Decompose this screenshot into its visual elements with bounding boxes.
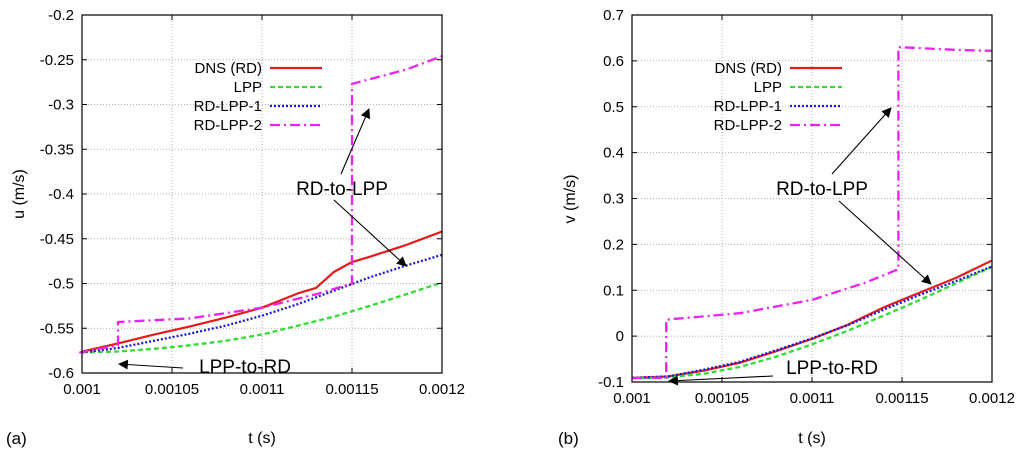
y-tick-label: 0	[616, 328, 624, 345]
y-tick-label: -0.2	[48, 7, 74, 24]
legend: DNS (RD) LPP RD-LPP-1 RD-LPP-2	[194, 60, 322, 134]
x-tick-label: 0.0011	[240, 381, 285, 398]
y-tick-label: -0.4	[48, 186, 74, 203]
x-tick-label: 0.0011	[790, 390, 835, 407]
legend-label: RD-LPP-2	[194, 117, 262, 134]
annotation-arrow	[118, 359, 184, 370]
annotation-rd-to-lpp: RD-to-LPP	[296, 108, 407, 267]
x-axis-label: t (s)	[248, 430, 276, 447]
series-line-2	[631, 265, 993, 380]
x-tick-label: 0.0012	[969, 390, 1015, 407]
x-tick-label: 0.00105	[695, 390, 749, 407]
annotation-label: LPP-to-RD	[199, 357, 291, 378]
series-line-2	[81, 281, 443, 354]
series-group	[79, 55, 443, 354]
series-line-3	[631, 265, 993, 380]
series-line-4	[632, 45, 993, 380]
panel-label: (a)	[6, 429, 27, 448]
y-tick-label: 0.6	[603, 53, 624, 70]
annotation-lpp-to-rd: LPP-to-RD	[668, 358, 878, 386]
legend: DNS (RD) LPP RD-LPP-1 RD-LPP-2	[714, 60, 842, 134]
legend-label: DNS (RD)	[195, 60, 263, 77]
annotation-arrow	[838, 200, 932, 285]
y-tick-label: -0.25	[40, 52, 74, 69]
annotation-arrow	[831, 107, 892, 175]
series-line-1	[81, 230, 443, 353]
y-tick-label: 0.1	[603, 282, 624, 299]
x-tick-label: 0.00115	[325, 381, 378, 398]
x-tick-label: 0.001	[613, 390, 651, 407]
x-tick-label: 0.0012	[419, 381, 465, 398]
y-tick-label: 0.4	[603, 145, 624, 162]
legend-label: RD-LPP-1	[714, 98, 782, 115]
y-tick-label: -0.3	[48, 97, 74, 114]
x-tick-label: 0.00105	[145, 381, 199, 398]
annotation-arrow	[333, 199, 407, 267]
tick-labels: -0.6 -0.55 -0.5 -0.45 -0.4 -0.35 -0.3 -0.25 -0.2…	[40, 7, 465, 398]
annotation-label: RD-to-LPP	[776, 179, 868, 200]
y-axis-label: u (m/s)	[11, 169, 28, 219]
y-axis-label: v (m/s)	[562, 175, 579, 224]
y-tick-label: -0.55	[40, 320, 74, 337]
annotation-label: LPP-to-RD	[786, 358, 878, 379]
y-tick-label: 0.2	[603, 236, 624, 253]
tick-labels: -0.1 0 0.1 0.2 0.3 0.4 0.5 0.6 0.7 0.001 0.00105 0.…	[598, 7, 1015, 407]
y-tick-label: -0.6	[48, 365, 74, 382]
grid	[81, 14, 443, 374]
legend-label: RD-LPP-2	[714, 117, 782, 134]
y-tick-label: -0.45	[40, 231, 74, 248]
y-tick-label: -0.1	[598, 374, 624, 391]
annotation-arrow	[668, 375, 774, 386]
legend-label: RD-LPP-1	[194, 98, 262, 115]
series-line-4	[79, 55, 443, 354]
legend-label: LPP	[234, 79, 262, 96]
annotation-label: RD-to-LPP	[296, 179, 388, 200]
y-tick-label: -0.35	[40, 141, 74, 158]
y-tick-label: 0.5	[603, 99, 624, 116]
annotation-lpp-to-rd: LPP-to-RD	[118, 357, 291, 378]
y-tick-label: 0.3	[603, 191, 624, 208]
legend-label: LPP	[754, 79, 782, 96]
x-tick-label: 0.001	[63, 381, 101, 398]
y-tick-label: 0.7	[603, 7, 624, 24]
panel-b: -0.1 0 0.1 0.2 0.3 0.4 0.5 0.6 0.7 0.001 0.00105 0.…	[558, 7, 1015, 448]
panel-label: (b)	[558, 429, 579, 448]
panel-a: -0.6 -0.55 -0.5 -0.45 -0.4 -0.35 -0.3 -0.25 -0.2…	[6, 7, 465, 448]
x-tick-label: 0.00115	[875, 390, 928, 407]
series-group	[631, 45, 993, 380]
annotation-rd-to-lpp: RD-to-LPP	[776, 107, 932, 285]
y-tick-label: -0.5	[48, 276, 74, 293]
x-axis-label: t (s)	[798, 430, 826, 447]
annotation-arrow	[340, 108, 371, 175]
series-line-3	[81, 253, 443, 354]
legend-label: DNS (RD)	[715, 60, 783, 77]
